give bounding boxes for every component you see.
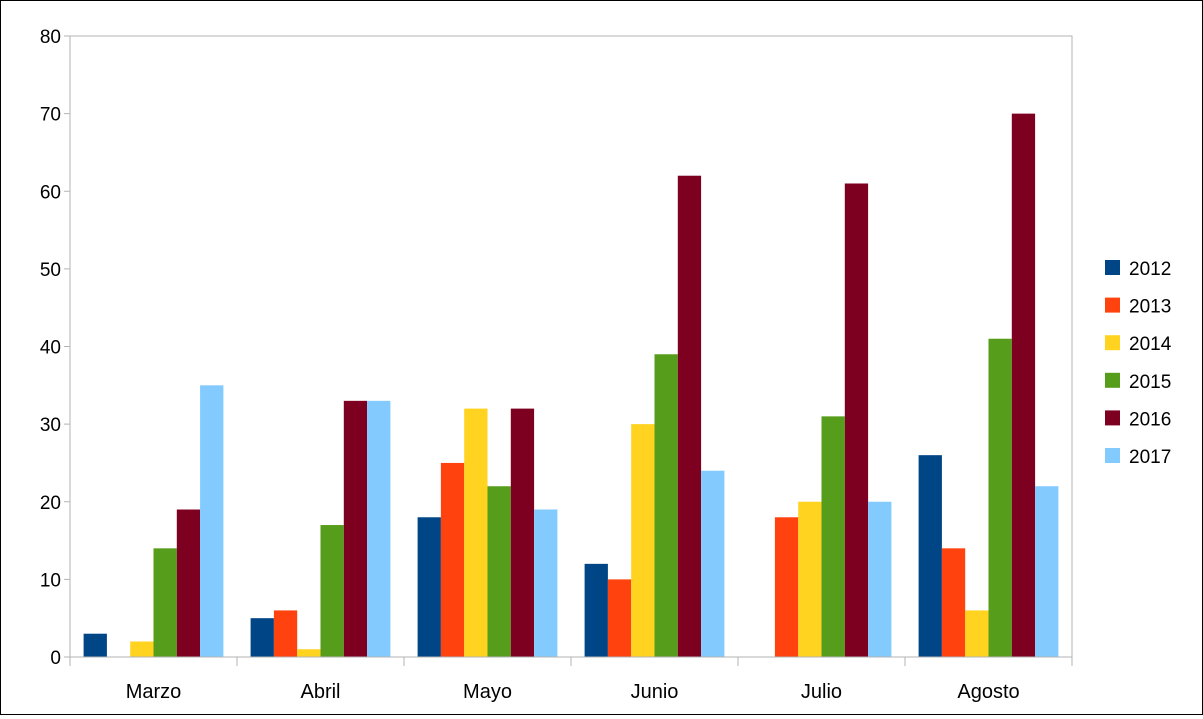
bar-2015-junio bbox=[654, 354, 678, 657]
bar-2012-marzo bbox=[83, 633, 107, 657]
x-label-junio: Junio bbox=[631, 681, 679, 703]
bar-2016-julio bbox=[844, 183, 869, 658]
bar-2015-agosto bbox=[988, 338, 1012, 657]
legend-swatch-2013 bbox=[1105, 297, 1120, 313]
y-tick-label-70: 70 bbox=[40, 105, 61, 126]
bar-2016-marzo bbox=[176, 509, 201, 657]
x-label-julio: Julio bbox=[801, 681, 842, 703]
y-tick-label-40: 40 bbox=[40, 338, 61, 359]
legend-swatch-2014 bbox=[1105, 335, 1120, 351]
bar-2016-abril bbox=[343, 400, 368, 657]
y-tick-label-60: 60 bbox=[40, 182, 61, 203]
y-tick-label-50: 50 bbox=[40, 260, 61, 281]
x-label-mayo: Mayo bbox=[463, 681, 512, 703]
y-tick-label-30: 30 bbox=[40, 415, 61, 436]
bar-2017-abril bbox=[367, 400, 391, 657]
legend-label-2013: 2013 bbox=[1129, 297, 1171, 318]
legend-label-2017: 2017 bbox=[1129, 447, 1171, 468]
legend-label-2014: 2014 bbox=[1129, 334, 1172, 355]
y-tick-label-10: 10 bbox=[40, 570, 61, 591]
bar-2017-junio bbox=[701, 470, 725, 657]
legend-swatch-2015 bbox=[1105, 372, 1120, 388]
legend-swatch-2017 bbox=[1105, 448, 1120, 463]
x-label-agosto: Agosto bbox=[957, 681, 1019, 703]
x-label-marzo: Marzo bbox=[126, 681, 182, 703]
bar-2015-julio bbox=[821, 416, 845, 657]
bar-2012-abril bbox=[250, 618, 274, 657]
bar-2012-agosto bbox=[918, 455, 942, 657]
bar-2017-agosto bbox=[1035, 486, 1059, 657]
legend-swatch-2012 bbox=[1105, 260, 1120, 275]
bar-2015-marzo bbox=[153, 548, 177, 657]
bar-2014-marzo bbox=[130, 641, 154, 657]
bar-2014-mayo bbox=[464, 408, 488, 657]
bar-2017-julio bbox=[868, 501, 892, 657]
y-tick-label-0: 0 bbox=[50, 648, 61, 669]
bar-2014-abril bbox=[297, 649, 321, 657]
bar-2012-mayo bbox=[417, 517, 441, 657]
legend-label-2016: 2016 bbox=[1129, 409, 1171, 430]
bar-2016-junio bbox=[677, 175, 702, 657]
bar-2014-junio bbox=[631, 424, 655, 658]
bar-2013-julio bbox=[774, 517, 799, 657]
y-tick-label-80: 80 bbox=[40, 27, 61, 48]
bar-2016-mayo bbox=[510, 408, 535, 657]
legend-label-2015: 2015 bbox=[1129, 372, 1171, 393]
bar-2016-agosto bbox=[1011, 113, 1036, 658]
axes: 0 10 20 30 40 50 60 70 80 Marzo Abril Mayo Junio Juli… bbox=[40, 27, 1073, 703]
bar-2014-julio bbox=[798, 501, 822, 657]
bar-2013-junio bbox=[607, 579, 632, 658]
bar-2015-mayo bbox=[487, 486, 511, 657]
legend-label-2012: 2012 bbox=[1129, 259, 1171, 280]
legend: 2012 2013 2014 2015 2016 2017 bbox=[1105, 259, 1172, 468]
x-label-abril: Abril bbox=[300, 681, 340, 703]
bar-2015-abril bbox=[320, 525, 344, 657]
bar-2013-agosto bbox=[941, 548, 966, 657]
bar-2017-marzo bbox=[200, 385, 224, 657]
bar-2013-mayo bbox=[440, 462, 465, 657]
legend-swatch-2016 bbox=[1105, 410, 1120, 426]
bars bbox=[83, 113, 1059, 658]
bar-2012-junio bbox=[584, 563, 608, 657]
bar-2013-abril bbox=[273, 610, 298, 657]
y-tick-label-20: 20 bbox=[40, 493, 61, 514]
bar-2017-mayo bbox=[534, 509, 558, 657]
bar-2014-agosto bbox=[965, 610, 989, 657]
